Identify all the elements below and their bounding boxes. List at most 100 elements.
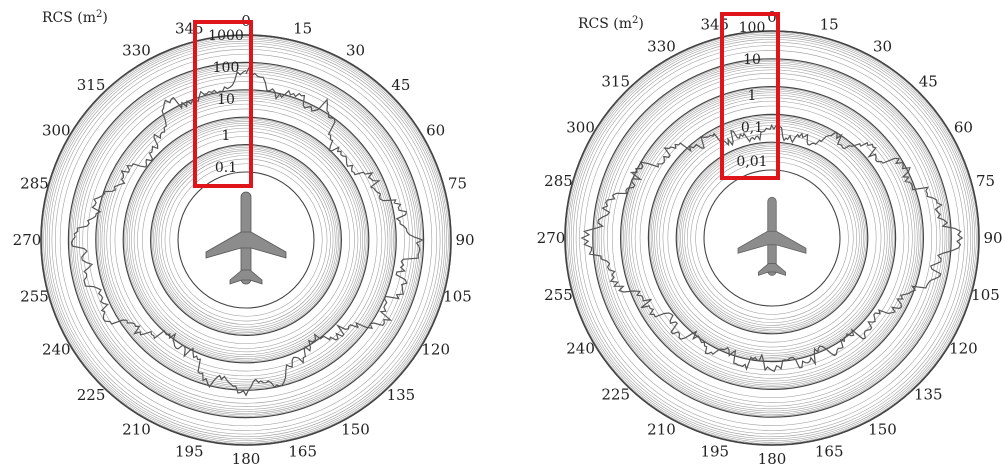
grid-ring [690,156,854,320]
grid-ring [158,152,334,328]
grid-ring [156,150,336,330]
grid-ring [682,148,862,328]
angle-label: 270 [13,231,42,249]
angle-label: 345 [700,16,729,34]
grid-ring [44,38,448,442]
grid-ring [654,120,890,356]
angle-label: 210 [122,421,151,439]
polar-chart-left: 0 153045607590105120135150165180195210225… [13,9,475,469]
grid-ring [607,73,937,403]
radial-grid-rings [564,30,980,446]
angle-label: 135 [914,385,943,403]
angle-label: 315 [601,73,630,91]
grid-ring [592,58,952,418]
grid-ring [662,128,882,348]
grid-ring [569,35,975,441]
angle-label: 150 [868,420,897,438]
angle-label: 195 [175,443,204,461]
grid-ring [598,64,946,412]
grid-ring [686,152,858,324]
grid-ring [96,90,396,390]
grid-ring [579,45,965,431]
grid-ring [99,93,393,387]
airplane-icon [205,191,287,285]
grid-ring [677,143,867,333]
grid-ring [133,127,359,353]
angle-label: 315 [77,76,106,94]
radial-tick-label: 1 [222,128,231,144]
angle-label: 225 [77,386,106,404]
grid-ring [151,145,341,335]
polar-chart-right: 0 15 30 45 60 75 90 105 120 135 150 165 180 195 210 225… [537,8,1003,468]
grid-ring [575,41,969,435]
angle-label: 15 [820,16,839,34]
grid-ring [152,146,340,334]
grid-ring [650,116,894,360]
angle-labels: 0 153045607590105120135150165180195210225… [537,8,1003,468]
radial-tick-label: 0,01 [736,154,767,170]
grid-ring [131,125,361,355]
grid-ring [142,136,350,344]
chart-title: RCS (m2) [42,9,108,27]
angle-label: 225 [601,385,630,403]
grid-ring [667,133,877,343]
grid-ring [621,87,923,389]
grid-ring [684,150,860,326]
grid-ring [74,68,418,412]
grid-ring [649,115,895,361]
inner-ring [177,171,315,309]
angle-label: 300 [566,119,595,137]
radial-tick-label: 1000 [208,28,244,44]
grid-ring [125,119,367,361]
angle-labels: 0 153045607590105120135150165180195210225… [13,12,475,468]
angle-label: 105 [443,288,472,306]
angle-label: 75 [976,172,995,190]
grid-ring [169,163,323,317]
grid-ring [106,100,386,380]
grid-ring [647,113,897,363]
chart-title: RCS (m2) [578,15,644,33]
grid-ring [129,123,363,357]
grid-ring [573,39,971,437]
grid-ring [41,35,451,445]
grid-ring [595,61,949,415]
grid-ring [161,155,331,325]
grid-ring [611,77,933,399]
grid-ring [603,69,941,407]
radial-tick-label: 0,1 [741,120,763,136]
radial-tick-labels: 100 10 1 0,1 0,01 [736,20,767,170]
grid-ring [109,103,383,377]
grid-ring [87,81,405,399]
grid-ring [82,76,410,404]
angle-label: 255 [20,288,49,306]
angle-label: 195 [700,443,729,461]
grid-ring [593,59,951,417]
angle-label: 75 [448,174,467,192]
grid-ring [584,50,960,426]
grid-ring [628,94,916,382]
airplane-icon [737,196,807,276]
grid-ring [137,131,355,349]
angle-label: 180 [232,450,261,468]
angle-label: 300 [42,122,71,140]
angle-label: 210 [647,420,676,438]
grid-ring [656,122,888,354]
angle-label: 30 [346,41,365,59]
grid-ring [164,158,328,322]
radial-tick-label: 100 [739,20,766,36]
grid-ring [567,33,977,443]
angle-label: 285 [20,174,49,192]
radial-grid-rings [40,34,452,446]
grid-ring [43,37,449,443]
grid-ring [101,95,391,385]
highlight-box [193,20,253,188]
grid-ring [680,146,864,330]
grid-ring [127,121,365,359]
grid-ring [154,148,338,332]
grid-ring [600,66,944,410]
angle-label: 180 [758,450,787,468]
radial-tick-label: 0.1 [215,160,237,176]
grid-ring [95,89,397,391]
angle-label: 150 [341,421,370,439]
